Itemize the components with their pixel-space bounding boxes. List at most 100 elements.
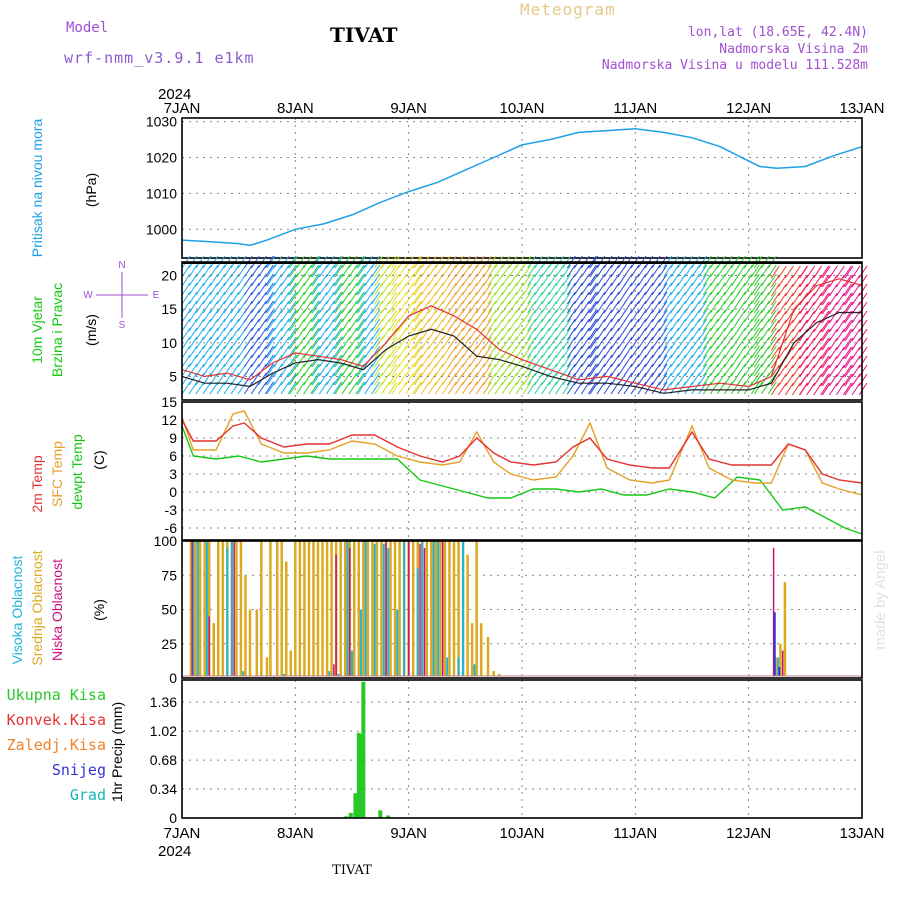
wind-barb xyxy=(813,319,823,333)
wind-barb xyxy=(637,291,647,305)
wind-barb xyxy=(468,318,478,332)
wind-barb xyxy=(475,273,485,287)
wind-barb xyxy=(522,282,532,296)
mid-cloud-bar xyxy=(189,541,193,676)
wind-band xyxy=(702,255,740,395)
wind-barb xyxy=(250,345,260,359)
wind-barb xyxy=(332,300,342,314)
wind-barb xyxy=(828,337,838,351)
wind-barb xyxy=(391,345,401,359)
wind-barb xyxy=(767,327,777,341)
wind-barb xyxy=(468,273,478,287)
wind-barb xyxy=(589,273,599,287)
wind-barb xyxy=(348,309,358,323)
mid-cloud-bar xyxy=(479,623,483,676)
wind-barb xyxy=(420,273,430,287)
wind-barb xyxy=(388,273,398,287)
low-cloud-bar xyxy=(335,554,337,676)
wind-barb xyxy=(264,363,274,377)
wind-barb xyxy=(644,264,654,278)
wind-barb xyxy=(398,309,408,323)
wind-barb xyxy=(548,300,558,314)
wind-barb xyxy=(332,345,342,359)
wind-barb xyxy=(562,354,572,368)
wind-barb xyxy=(266,363,276,377)
wind-barb xyxy=(195,336,205,350)
wind-barb xyxy=(420,336,430,350)
wind-barb xyxy=(216,345,226,359)
wind-barb xyxy=(541,291,551,305)
wind-barb xyxy=(691,300,701,314)
wind-barb xyxy=(357,273,367,287)
wind-barb xyxy=(355,273,365,287)
wind-band xyxy=(527,255,572,395)
wind-barb xyxy=(355,336,365,350)
wind-barb xyxy=(487,300,497,314)
wind-barb xyxy=(454,363,464,377)
wind-barb xyxy=(691,363,701,377)
mid-cloud-bar xyxy=(303,541,306,676)
wind-barb xyxy=(332,318,342,332)
wind-barb xyxy=(753,282,763,296)
wind-barb xyxy=(555,273,565,287)
wind-barb xyxy=(527,291,537,305)
wind-barb xyxy=(230,300,240,314)
wind-barb xyxy=(610,345,620,359)
wind-barb xyxy=(447,318,457,332)
wind-barb xyxy=(334,381,344,395)
wind-barb xyxy=(799,310,809,324)
wind-barb xyxy=(348,282,358,296)
wind-barb xyxy=(468,372,478,386)
wind-barb xyxy=(623,309,633,323)
wind-barb xyxy=(413,363,423,377)
wind-barb xyxy=(348,273,358,287)
wind-barb xyxy=(280,291,290,305)
wind-barb xyxy=(736,354,746,368)
wind-barb xyxy=(630,363,640,377)
wind-barb xyxy=(835,283,845,297)
wind-barb xyxy=(770,310,780,324)
wind-barb xyxy=(534,309,544,323)
wind-barb xyxy=(658,372,668,386)
wind-barb xyxy=(508,372,518,386)
wind-barb xyxy=(209,309,219,323)
wind-barb xyxy=(603,309,613,323)
wind-barb xyxy=(223,363,233,377)
wind-barb xyxy=(663,345,673,359)
pressure-ytick-label: 1010 xyxy=(146,185,177,201)
wind-barb xyxy=(663,291,673,305)
temperature-ytick-label: 12 xyxy=(161,412,177,428)
wind-barb xyxy=(311,318,321,332)
wind-barb xyxy=(702,318,712,332)
wind-barb xyxy=(388,291,398,305)
wind-barb xyxy=(273,363,283,377)
wind-barb xyxy=(753,309,763,323)
wind-barb xyxy=(334,354,344,368)
wind-barb xyxy=(388,354,398,368)
wind-barb xyxy=(487,372,497,386)
clouds-frame xyxy=(181,540,863,679)
wind-barb xyxy=(280,372,290,386)
wind-barb xyxy=(555,354,565,368)
wind-barb xyxy=(767,372,777,386)
wind-barb xyxy=(461,345,471,359)
wind-barb xyxy=(310,345,320,359)
wind-barb xyxy=(637,309,647,323)
wind-barb xyxy=(702,282,712,296)
wind-barb xyxy=(750,291,760,305)
wind-barb xyxy=(487,264,497,278)
lonlat-label: lon,lat (18.65E, 42.4N) xyxy=(687,25,868,40)
wind-barb xyxy=(820,364,830,378)
wind-barb xyxy=(202,354,212,368)
wind-barb xyxy=(296,372,306,386)
wind-barb xyxy=(461,354,471,368)
wind-barb xyxy=(508,264,518,278)
temperature-unit-label: (C) xyxy=(91,450,107,469)
wind-barb xyxy=(603,273,613,287)
wind-barb xyxy=(828,310,838,324)
compass-west: W xyxy=(83,290,93,301)
wind-barb xyxy=(230,309,240,323)
wind-barb xyxy=(355,381,365,395)
wind-barb xyxy=(250,336,260,350)
wind-barb xyxy=(566,336,576,350)
